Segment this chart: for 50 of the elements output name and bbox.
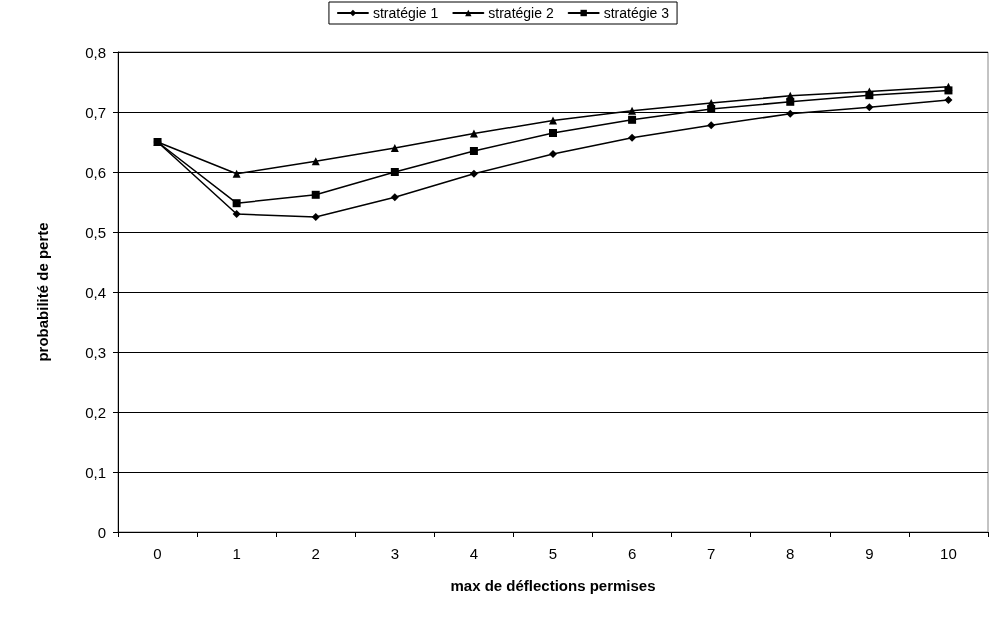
y-tick-label: 0,7: [85, 103, 106, 121]
legend-label: stratégie 2: [488, 5, 554, 21]
point: [232, 199, 241, 208]
y-axis-title: probabilité de perte: [34, 222, 51, 362]
point: [865, 91, 874, 100]
point: [311, 190, 320, 199]
point: [628, 106, 637, 115]
x-tick-label: 7: [707, 545, 716, 562]
point: [390, 168, 399, 176]
legend-label: stratégie 3: [603, 5, 670, 21]
point: [390, 144, 399, 152]
x-tick-label: 0: [153, 545, 162, 562]
point: [232, 210, 241, 218]
point: [549, 129, 557, 137]
y-tick-label: 0,1: [85, 463, 106, 481]
point: [311, 213, 320, 221]
y-tick-label: 0,4: [85, 283, 106, 301]
x-tick-label: 4: [469, 545, 479, 562]
x-tick-label: 1: [232, 545, 241, 562]
point: [628, 115, 637, 124]
point: [469, 147, 478, 155]
point: [707, 105, 716, 113]
point: [232, 169, 241, 178]
y-tick-label: 0: [97, 523, 106, 541]
y-tick-label: 0,3: [85, 343, 106, 361]
point: [549, 116, 557, 125]
x-axis-title: max de déflections permises: [450, 577, 656, 594]
point: [549, 150, 557, 158]
y-tick-label: 0,2: [85, 403, 106, 421]
x-tick-label: 2: [311, 545, 320, 562]
point: [944, 86, 953, 95]
x-tick-label: 8: [786, 545, 795, 562]
point: [469, 169, 478, 178]
x-tick-label: 3: [390, 545, 399, 562]
y-tick-label: 0,5: [85, 223, 106, 241]
y-tick-label: 0,6: [85, 163, 106, 181]
y-tick-label: 0,8: [85, 43, 106, 61]
point: [707, 121, 716, 130]
x-tick-label: 6: [627, 545, 637, 562]
point: [786, 109, 795, 118]
legend-label: stratégie 1: [372, 5, 439, 21]
point: [944, 96, 953, 104]
x-tick-label: 5: [548, 545, 558, 562]
point: [786, 97, 795, 106]
point: [628, 133, 637, 142]
x-tick-label: 10: [940, 545, 957, 562]
point: [469, 129, 478, 138]
x-tick-label: 9: [865, 545, 874, 562]
point: [865, 103, 874, 112]
point: [390, 193, 399, 202]
